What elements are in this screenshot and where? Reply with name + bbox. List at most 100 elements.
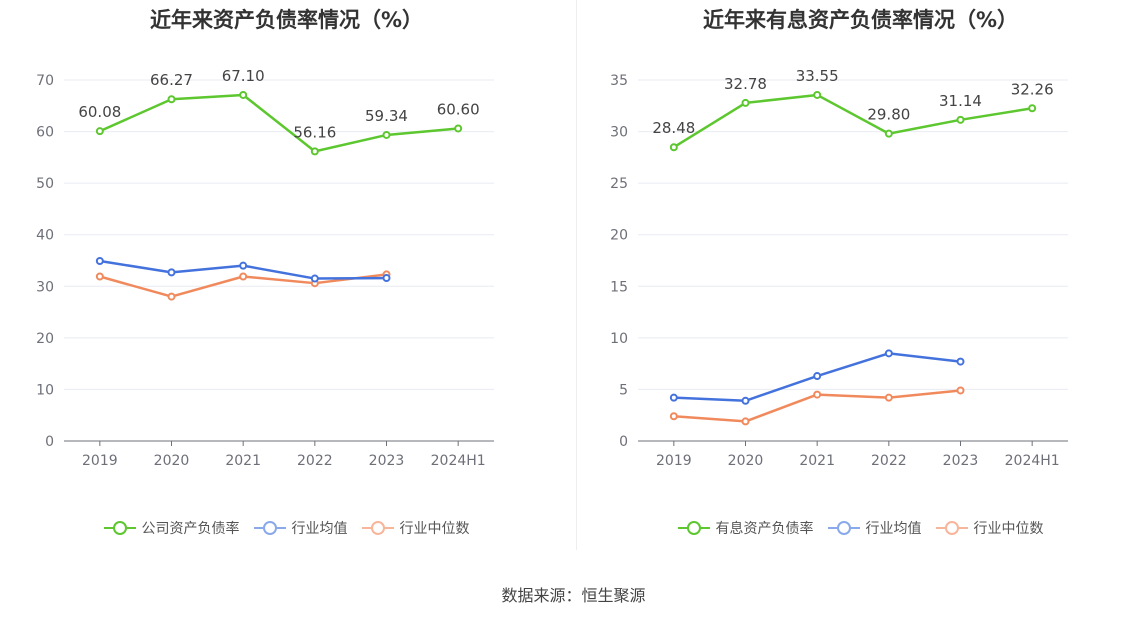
x-tick-label: 2023 [369,453,405,469]
data-point [741,396,750,405]
data-label: 28.48 [652,119,695,137]
data-point [239,272,248,281]
y-tick-label: 5 [619,382,628,398]
x-tick-label: 2020 [728,453,764,469]
y-tick-label: 10 [36,382,54,398]
data-label: 56.16 [293,123,336,141]
data-point [884,349,893,358]
x-tick-label: 2022 [297,453,333,469]
data-point [813,372,822,381]
y-tick-label: 35 [610,73,628,89]
series-line-公司资产负债率 [99,93,459,153]
legend-item[interactable]: 公司资产负债率 [103,518,240,538]
legend-line-marker-icon [827,521,860,535]
y-tick-label: 20 [36,331,54,347]
legend-label: 行业均值 [865,521,922,537]
chart-panel-debt-ratio: 近年来资产负债率情况（%） 0 10 20 30 40 50 60 70 2019 2020 202… [0,0,573,560]
data-point [382,274,391,283]
y-tick-label: 0 [619,434,628,450]
chart-legend: 公司资产负债率 行业均值 行业中位数 [0,518,573,538]
data-point [884,129,893,138]
x-tick-label: 2023 [943,453,979,469]
data-point [382,130,391,139]
legend-item[interactable]: 行业均值 [827,518,922,538]
x-tick-label: 2019 [82,453,118,469]
data-label: 67.10 [222,67,265,85]
x-tick-label: 2021 [225,453,261,469]
legend-item[interactable]: 有息资产负债率 [677,518,814,538]
data-point [956,386,965,395]
data-label: 66.27 [150,71,193,89]
data-point [95,272,104,281]
data-label: 60.08 [78,103,121,121]
series-line-有息资产负债率 [673,93,1033,149]
data-point [741,417,750,426]
data-point [167,95,176,104]
y-tick-label: 20 [610,228,628,244]
data-point [956,115,965,124]
data-source-note: 数据来源：恒生聚源 [501,586,646,605]
y-tick-label: 70 [36,73,54,89]
x-tick-label: 2020 [154,453,190,469]
y-tick-label: 15 [610,279,628,295]
data-point [1028,104,1037,113]
chart-plot-interest-debt-ratio: 0 5 10 15 20 25 30 35 2019 2020 2021 2022 2023 2024H1… [610,67,1068,469]
y-tick-label: 30 [36,279,54,295]
data-point [741,98,750,107]
legend-item[interactable]: 行业中位数 [361,518,470,538]
panel-divider [576,0,577,550]
data-point [956,357,965,366]
data-label: 60.60 [437,100,480,118]
data-label: 32.78 [724,75,767,93]
legend-line-marker-icon [935,521,968,535]
chart-plot-debt-ratio: 0 10 20 30 40 50 60 70 2019 2020 2021 2022 2023 2024H… [36,67,494,469]
y-tick-label: 10 [610,331,628,347]
x-tick-label: 2021 [799,453,835,469]
legend-label: 公司资产负债率 [141,521,240,537]
chart-legend: 有息资产负债率 行业均值 行业中位数 [574,518,1147,538]
legend-label: 行业均值 [291,521,348,537]
data-point [310,147,319,156]
legend-line-marker-icon [103,521,136,535]
y-tick-label: 50 [36,176,54,192]
y-tick-label: 60 [36,125,54,141]
data-point [310,274,319,283]
chart-title: 近年来资产负债率情况（%） [149,8,424,32]
data-label: 59.34 [365,107,408,125]
data-point [884,393,893,402]
x-tick-label: 2019 [656,453,692,469]
data-point [669,412,678,421]
legend-label: 有息资产负债率 [715,521,814,537]
data-point [239,90,248,99]
legend-line-marker-icon [361,521,394,535]
legend-item[interactable]: 行业中位数 [935,518,1044,538]
legend-line-marker-icon [253,521,286,535]
data-point [239,261,248,270]
data-label: 33.55 [796,67,839,85]
data-point [669,393,678,402]
legend-line-marker-icon [677,521,710,535]
legend-item[interactable]: 行业均值 [253,518,348,538]
x-tick-label: 2024H1 [431,453,486,469]
legend-label: 行业中位数 [973,521,1044,537]
data-label: 29.80 [867,106,910,124]
chart-title: 近年来有息资产负债率情况（%） [702,8,1019,32]
x-tick-label: 2024H1 [1005,453,1060,469]
data-point [167,292,176,301]
data-label: 32.26 [1011,80,1054,98]
y-tick-label: 40 [36,228,54,244]
data-point [813,390,822,399]
y-tick-label: 0 [45,434,54,450]
legend-label: 行业中位数 [399,521,470,537]
x-tick-label: 2022 [871,453,907,469]
y-tick-label: 30 [610,125,628,141]
data-point [95,127,104,136]
data-point [95,257,104,266]
y-tick-label: 25 [610,176,628,192]
data-point [813,90,822,99]
chart-panel-interest-debt-ratio: 近年来有息资产负债率情况（%） 0 5 10 15 20 25 30 35 2019 2020 20… [574,0,1147,560]
data-point [669,143,678,152]
data-point [167,268,176,277]
data-point [454,124,463,133]
data-label: 31.14 [939,92,982,110]
